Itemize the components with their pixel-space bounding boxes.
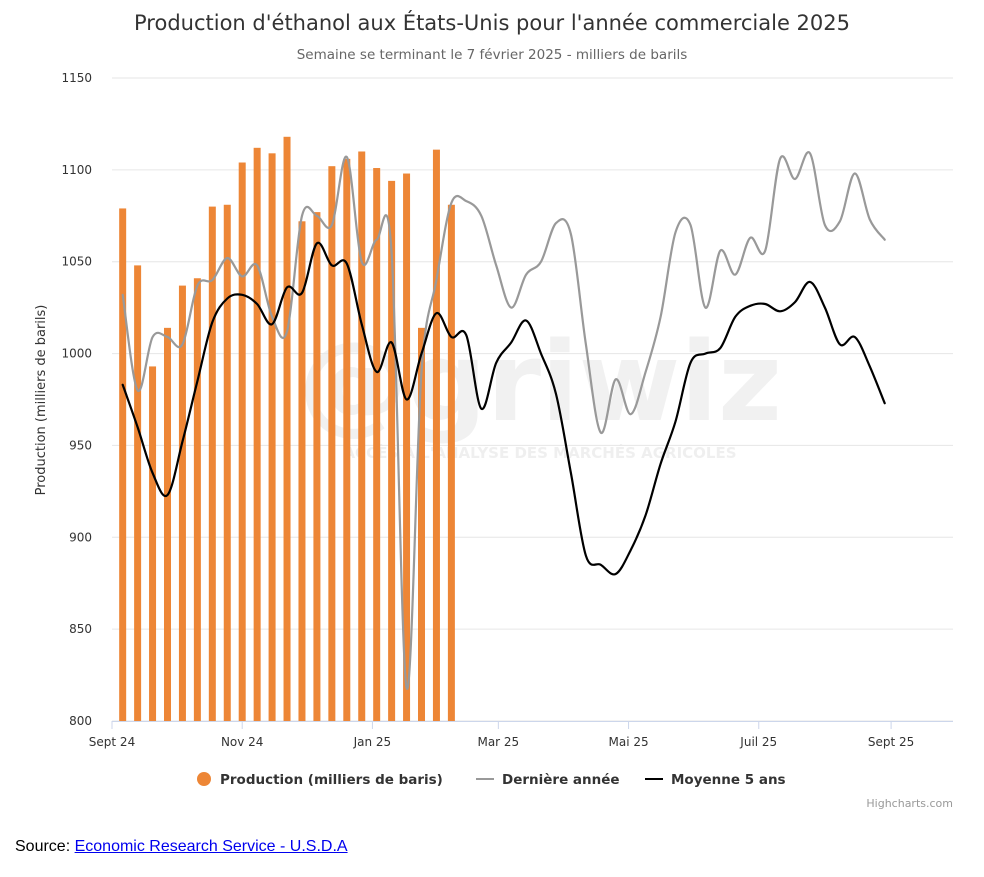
watermark-tagline: ACCÈS À L'ANALYSE DES MARCHÉS AGRICOLES (343, 443, 736, 462)
production-bar (134, 265, 142, 721)
legend-production-label: Production (milliers de baris) (220, 772, 443, 788)
watermark-logo: @griwiz ACCÈS À L'ANALYSE DES MARCHÉS AG… (298, 318, 782, 462)
chart-subtitle: Semaine se terminant le 7 février 2025 -… (297, 47, 688, 63)
credits-text[interactable]: Highcharts.com (866, 797, 953, 810)
production-bar (268, 153, 276, 721)
production-bar (193, 278, 201, 721)
watermark-logo-text: @griwiz (298, 318, 782, 446)
production-bar (403, 173, 411, 721)
production-bar (388, 180, 396, 721)
legend-five-year-label: Moyenne 5 ans (671, 772, 786, 788)
x-tick-label: Jan 25 (353, 735, 392, 749)
y-axis-label: Production (milliers de barils) (34, 305, 49, 496)
source-label: Source: (15, 838, 71, 855)
legend: Production (milliers de baris) Dernière a… (197, 772, 786, 788)
production-bar (432, 149, 440, 722)
y-tick-label: 1150 (61, 71, 92, 85)
x-tick-label: Nov 24 (221, 735, 264, 749)
y-tick-label: 1050 (61, 255, 92, 269)
production-bar (313, 212, 321, 721)
y-tick-label: 850 (69, 622, 92, 636)
x-tick-label: Mar 25 (477, 735, 519, 749)
production-bar (283, 136, 291, 721)
production-bar (163, 327, 171, 721)
y-tick-labels: 800 850 900 950 1000 1050 1100 1150 (61, 71, 92, 728)
production-bar (298, 221, 306, 721)
production-bar (447, 204, 455, 721)
production-bars (119, 136, 455, 722)
y-tick-label: 900 (69, 530, 92, 544)
production-bar (238, 162, 246, 722)
source-link[interactable]: Economic Research Service - U.S.D.A (74, 838, 348, 855)
production-bar (149, 366, 157, 721)
y-tick-label: 950 (69, 438, 92, 452)
x-tick-label: Sept 24 (89, 735, 135, 749)
five-year-average-line (121, 241, 886, 576)
legend-last-year-label: Dernière année (502, 772, 620, 788)
production-bar (208, 206, 216, 722)
production-bar (418, 327, 426, 721)
x-axis: Sept 24 Nov 24 Jan 25 Mar 25 Mai 25 Juil 25 Se… (89, 721, 953, 749)
production-bar (373, 168, 381, 721)
source-line: Source: Economic Research Service - U.S.… (15, 838, 348, 856)
y-tick-label: 1000 (61, 347, 92, 361)
production-bar (178, 285, 186, 721)
y-tick-label: 800 (69, 714, 92, 728)
production-bar (328, 166, 336, 721)
production-bar (358, 151, 366, 721)
last-year-line (121, 151, 886, 690)
x-tick-label: Sept 25 (868, 735, 914, 749)
production-bar (223, 204, 231, 721)
production-bar (119, 208, 127, 722)
y-tick-label: 1100 (61, 163, 92, 177)
x-tick-label: Juil 25 (739, 735, 777, 749)
x-tick-label: Mai 25 (608, 735, 648, 749)
legend-production-symbol (197, 772, 211, 786)
ethanol-production-chart: Production d'éthanol aux États-Unis pour… (34, 10, 953, 810)
production-bar (253, 147, 261, 722)
chart-title: Production d'éthanol aux États-Unis pour… (134, 10, 850, 35)
series-lines (121, 151, 886, 690)
production-bar (343, 158, 351, 721)
